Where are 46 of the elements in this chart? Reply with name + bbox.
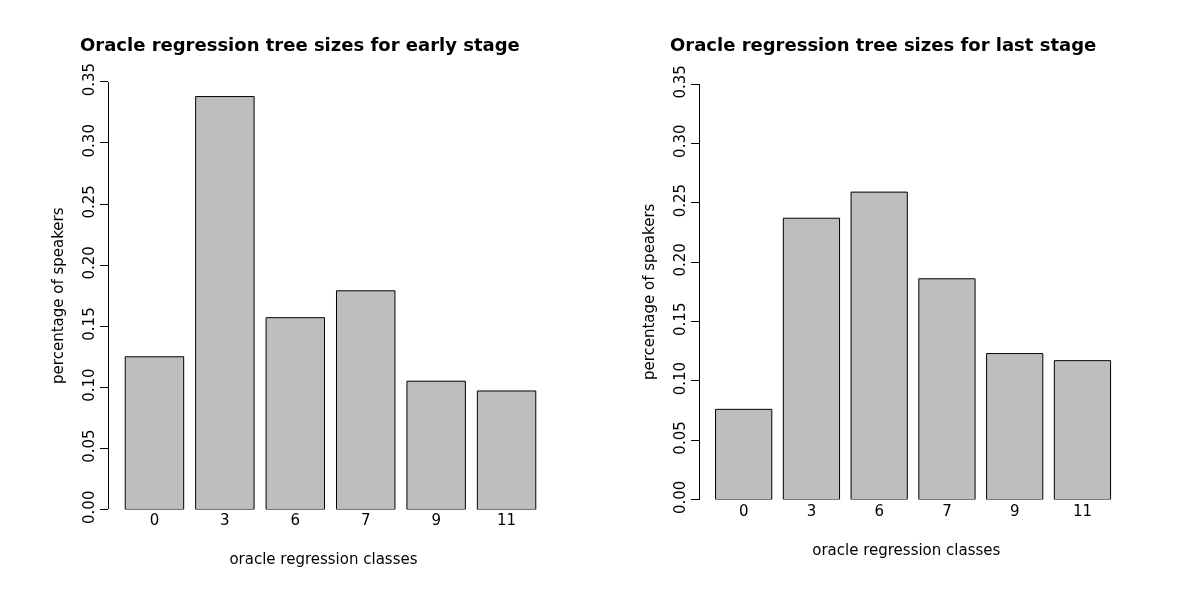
- bar: [195, 96, 255, 510]
- x-tick-label: 0: [149, 511, 160, 530]
- x-tick-label: 7: [942, 501, 952, 520]
- chart-title: Oracle regression tree sizes for last stage: [670, 34, 1097, 55]
- bar: [850, 191, 908, 500]
- x-tick-label: 3: [806, 501, 817, 520]
- bar: [715, 408, 773, 500]
- bar: [335, 290, 396, 510]
- x-tick-label: 0: [738, 501, 749, 520]
- y-tick-label: 0.20: [670, 243, 689, 277]
- x-axis-title: oracle regression classes: [812, 540, 1001, 559]
- y-tick-label: 0.30: [670, 124, 689, 158]
- bar: [124, 356, 185, 510]
- y-tick-label: 0.05: [670, 421, 689, 455]
- x-axis-title: oracle regression classes: [229, 550, 418, 569]
- y-tick-label: 0.15: [670, 302, 689, 336]
- bar: [476, 390, 537, 510]
- x-tick-label: 3: [220, 511, 230, 530]
- bar: [918, 278, 976, 500]
- y-tick-label: 0.15: [79, 307, 98, 341]
- y-tick-label: 0.05: [79, 429, 98, 463]
- y-tick-label: 0.10: [670, 361, 689, 396]
- bar: [782, 217, 841, 500]
- y-tick-label: 0.00: [670, 480, 689, 514]
- y-tick-label: 0.25: [79, 185, 98, 219]
- y-axis-title: percentage of speakers: [48, 207, 67, 384]
- x-tick-label: 11: [1072, 501, 1093, 520]
- bar: [1053, 360, 1112, 500]
- bar: [406, 380, 466, 510]
- y-tick-label: 0.35: [670, 65, 689, 99]
- x-tick-label: 11: [497, 511, 517, 530]
- bar: [986, 353, 1044, 500]
- y-tick-label: 0.35: [79, 62, 98, 97]
- x-tick-label: 9: [1009, 501, 1020, 520]
- y-tick-label: 0.00: [79, 490, 98, 524]
- x-tick-label: 6: [290, 511, 301, 530]
- y-tick-label: 0.25: [670, 183, 689, 218]
- x-tick-label: 7: [360, 511, 371, 530]
- y-tick-label: 0.10: [79, 368, 98, 402]
- bar: [265, 317, 326, 510]
- y-tick-label: 0.30: [79, 124, 98, 158]
- y-tick-label: 0.20: [79, 246, 98, 280]
- y-axis-title: percentage of speakers: [639, 203, 658, 381]
- x-tick-label: 6: [874, 501, 884, 520]
- chart-title: Oracle regression tree sizes for early stage: [80, 34, 520, 55]
- x-tick-label: 9: [431, 511, 441, 530]
